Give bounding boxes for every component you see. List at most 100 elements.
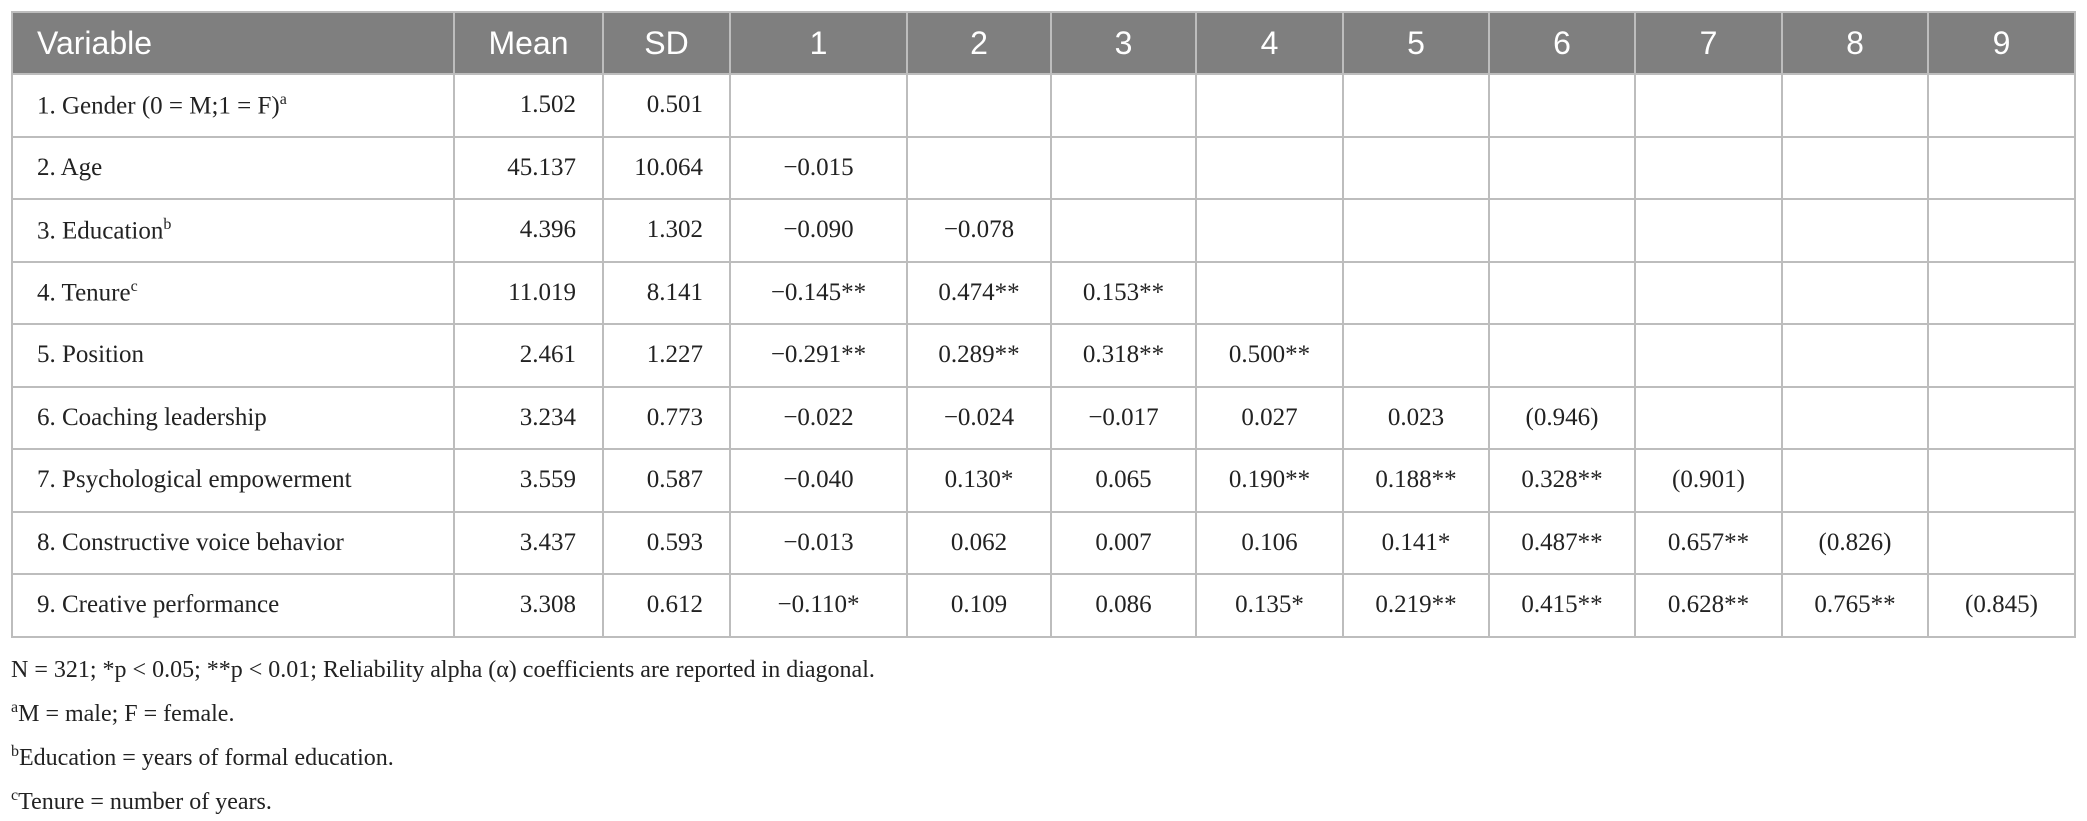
table-cell: 0.628** xyxy=(1634,573,1783,638)
table-cell: −0.040 xyxy=(729,448,908,513)
table-cell: 0.135* xyxy=(1195,573,1344,638)
cell-value: 2.461 xyxy=(519,341,576,369)
table-cell: −0.090 xyxy=(729,198,908,263)
table-cell xyxy=(1488,135,1636,200)
cell-value: 0.289** xyxy=(938,341,1020,369)
footnote: aM = male; F = female. xyxy=(11,689,875,733)
variable-label: 3. Education xyxy=(37,216,164,244)
cell-value: 45.137 xyxy=(507,153,576,181)
table-cell xyxy=(1634,323,1783,388)
footnotes: N = 321; *p < 0.05; **p < 0.01; Reliabil… xyxy=(11,652,875,821)
table-cell: 0.657** xyxy=(1634,510,1783,575)
cell-value: 0.612 xyxy=(646,591,703,619)
header-cell: SD xyxy=(602,11,731,75)
table-cell: 0.190** xyxy=(1195,448,1344,513)
table-cell: 0.487** xyxy=(1488,510,1636,575)
header-cell: 3 xyxy=(1050,11,1197,75)
table-cell xyxy=(1342,198,1490,263)
cell-value: 0.415** xyxy=(1521,591,1603,619)
table-cell xyxy=(1927,135,2076,200)
table-cell xyxy=(1195,260,1344,325)
table-cell xyxy=(1781,73,1929,138)
cell-value: 0.657** xyxy=(1667,528,1750,556)
table-cell: 0.188** xyxy=(1342,448,1490,513)
cell-value: −0.017 xyxy=(1088,403,1159,431)
table-cell: 0.007 xyxy=(1050,510,1197,575)
cell-value: 3.308 xyxy=(519,591,576,619)
table-row: 2. Age 45.137 10.064 −0.015 xyxy=(11,135,2076,200)
table-row: 9. Creative performance 3.308 0.612 −0.110*… xyxy=(11,573,2076,638)
cell-value: 0.593 xyxy=(646,528,703,556)
table-cell: 0.219** xyxy=(1342,573,1490,638)
table-cell xyxy=(729,73,908,138)
table-cell xyxy=(1050,135,1197,200)
cell-value: 3.559 xyxy=(519,466,576,494)
table-cell xyxy=(1195,73,1344,138)
cell-value: (0.845) xyxy=(1965,591,2038,619)
cell-value: 0.153** xyxy=(1082,278,1165,306)
table-cell: 10.064 xyxy=(602,135,731,200)
cell-value: 0.628** xyxy=(1667,591,1750,619)
header-cell: 4 xyxy=(1195,11,1344,75)
table-cell: 0.106 xyxy=(1195,510,1344,575)
header-cell: 9 xyxy=(1927,11,2076,75)
cell-value: 0.765** xyxy=(1814,591,1896,619)
footnote: cTenure = number of years. xyxy=(11,777,875,821)
cell-value: 0.023 xyxy=(1387,403,1445,431)
cell-value: 0.109 xyxy=(950,591,1008,619)
variable-cell: 1. Gender (0 = M;1 = F)a xyxy=(11,73,455,138)
cell-value: 0.027 xyxy=(1241,403,1298,431)
table-cell: −0.078 xyxy=(906,198,1052,263)
table-cell xyxy=(1927,385,2076,450)
cell-value: 0.188** xyxy=(1375,466,1457,494)
variable-cell: 2. Age xyxy=(11,135,455,200)
table-cell: 3.437 xyxy=(453,510,604,575)
header-cell: 1 xyxy=(729,11,908,75)
header-row: Variable Mean SD 1 2 3 4 5 6 7 8 9 xyxy=(11,11,2076,75)
table-cell xyxy=(1927,510,2076,575)
table-cell xyxy=(1342,260,1490,325)
cell-value: 0.328** xyxy=(1521,466,1603,494)
cell-value: −0.022 xyxy=(783,403,854,431)
cell-value: 0.130* xyxy=(944,466,1014,494)
table-cell: 0.062 xyxy=(906,510,1052,575)
table-cell: −0.024 xyxy=(906,385,1052,450)
cell-value: 3.234 xyxy=(519,403,576,431)
cell-value: (0.826) xyxy=(1818,528,1892,556)
table-cell xyxy=(906,73,1052,138)
cell-value: 0.487** xyxy=(1521,528,1603,556)
header-cell: 6 xyxy=(1488,11,1636,75)
cell-value: 0.065 xyxy=(1095,466,1152,494)
cell-value: 3.437 xyxy=(519,528,576,556)
cell-value: 0.141* xyxy=(1381,528,1451,556)
table-cell xyxy=(1781,323,1929,388)
cell-value: −0.040 xyxy=(783,466,854,494)
footnote: bEducation = years of formal education. xyxy=(11,733,875,777)
header-cell: 2 xyxy=(906,11,1052,75)
table-cell xyxy=(1634,198,1783,263)
table-cell: −0.015 xyxy=(729,135,908,200)
header-cell: Mean xyxy=(453,11,604,75)
superscript: b xyxy=(163,215,172,233)
table-cell xyxy=(1050,198,1197,263)
variable-label: 8. Constructive voice behavior xyxy=(37,528,344,556)
variable-label: 9. Creative performance xyxy=(37,591,280,619)
table-cell: 11.019 xyxy=(453,260,604,325)
cell-value: −0.078 xyxy=(943,216,1015,244)
table-cell xyxy=(1342,323,1490,388)
table-row: 6. Coaching leadership 3.234 0.773 −0.022 −0… xyxy=(11,385,2076,450)
table-cell: 1.227 xyxy=(602,323,731,388)
table-cell: −0.017 xyxy=(1050,385,1197,450)
table-cell: 1.502 xyxy=(453,73,604,138)
header-cell: 7 xyxy=(1634,11,1783,75)
cell-value: 0.318** xyxy=(1082,341,1165,369)
table-cell xyxy=(1634,260,1783,325)
cell-value: −0.291** xyxy=(770,341,867,369)
cell-value: 1.227 xyxy=(646,341,703,369)
cell-value: −0.013 xyxy=(783,528,854,556)
table-cell: 0.023 xyxy=(1342,385,1490,450)
table-cell xyxy=(1342,73,1490,138)
variable-label: 2. Age xyxy=(37,153,103,181)
cell-value: 4.396 xyxy=(519,216,576,244)
